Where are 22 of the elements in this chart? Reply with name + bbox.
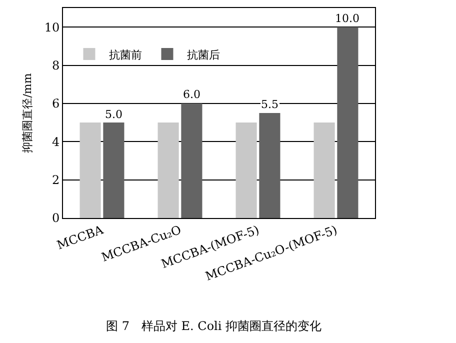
y-tick-label: 10 [44,20,60,34]
caption: 图 7 样品对 E. Coli 抑菌圈直径的变化 [106,319,322,333]
bar [103,122,124,218]
bar [181,103,202,218]
data-label: 5.0 [105,108,122,121]
y-tick-label: 8 [52,58,60,72]
bar [314,122,335,218]
bar [337,27,358,218]
bar [259,113,280,218]
bar [236,122,257,218]
bar [80,122,101,218]
bar [158,122,179,218]
y-tick-label: 6 [52,96,60,111]
legend-label: 抗菌前 [109,48,142,62]
data-label: 5.5 [261,98,278,111]
y-tick-label: 0 [52,211,60,226]
legend-label: 抗菌后 [187,48,220,62]
data-label: 10.0 [335,12,360,25]
y-tick-label: 4 [52,134,60,149]
data-label: 6.0 [183,88,200,101]
y-tick-label: 2 [52,173,60,188]
y-axis-title: 抑菌圈直径/mm [20,72,34,153]
